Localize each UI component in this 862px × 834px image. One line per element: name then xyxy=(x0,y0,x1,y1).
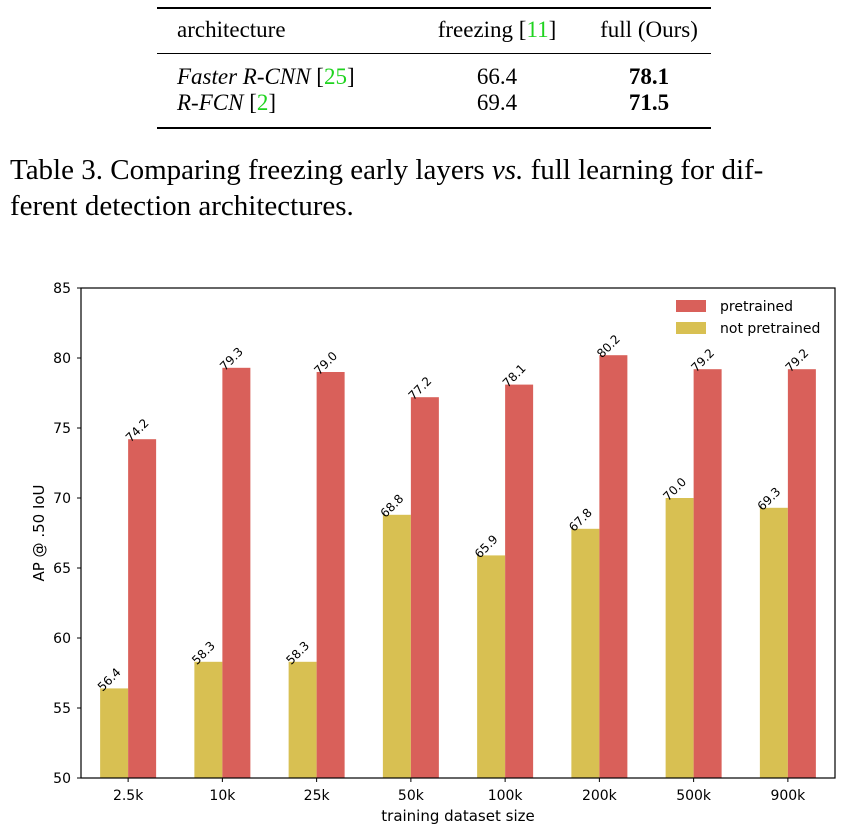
citation-link[interactable]: 2 xyxy=(256,90,269,115)
bar xyxy=(316,372,345,778)
x-tick-label: 900k xyxy=(770,788,806,804)
legend-label: not pretrained xyxy=(720,321,820,337)
y-tick-label: 75 xyxy=(53,421,71,437)
header-full-ours: full (Ours) xyxy=(600,17,698,42)
row-arch-cell: R-FCN [2] xyxy=(177,90,277,115)
plot-frame xyxy=(80,287,836,779)
legend-swatch xyxy=(676,300,706,312)
bar xyxy=(477,555,506,778)
legend-label: pretrained xyxy=(720,299,793,315)
bar xyxy=(787,369,816,778)
bar-chart: 56.474.22.5k58.379.310k58.379.025k68.877… xyxy=(30,281,836,825)
bar xyxy=(505,384,534,778)
citation-link[interactable]: 25 xyxy=(323,64,347,89)
caption-prefix: Table 3. Comparing freezing early layers xyxy=(10,154,492,186)
header-freezing: freezing [11] xyxy=(437,17,557,42)
y-tick-label: 50 xyxy=(53,771,71,787)
arch-name: R-FCN xyxy=(177,90,244,115)
y-tick-label: 80 xyxy=(53,351,71,367)
x-tick-label: 500k xyxy=(676,788,712,804)
bar xyxy=(100,688,129,778)
freezing-value: 69.4 xyxy=(476,90,518,115)
y-tick-label: 65 xyxy=(53,561,71,577)
header-freezing-label: freezing xyxy=(437,17,514,42)
full-value: 78.1 xyxy=(628,64,670,89)
bar xyxy=(194,661,223,778)
legend-swatch xyxy=(676,322,706,334)
bar xyxy=(288,661,317,778)
table-caption: Table 3. Comparing freezing early layers… xyxy=(10,152,855,224)
caption-suffix: full learning for dif- xyxy=(523,154,764,186)
bar xyxy=(571,528,600,778)
x-tick-label: 50k xyxy=(398,788,425,804)
header-architecture: architecture xyxy=(177,17,286,42)
bar xyxy=(759,507,788,778)
y-tick-label: 70 xyxy=(53,491,71,507)
bar xyxy=(599,355,628,778)
bar xyxy=(382,514,411,778)
x-axis-label: training dataset size xyxy=(381,807,534,825)
x-tick-label: 100k xyxy=(488,788,524,804)
y-tick-label: 55 xyxy=(53,701,71,717)
x-tick-label: 2.5k xyxy=(113,788,144,804)
caption-vs: vs. xyxy=(491,154,524,186)
arch-name: Faster R-CNN xyxy=(177,64,311,89)
row-arch-cell: Faster R-CNN [25] xyxy=(177,64,355,89)
x-tick-label: 25k xyxy=(304,788,331,804)
caption-line2: ferent detection architectures. xyxy=(10,190,354,222)
y-tick-label: 85 xyxy=(53,281,71,297)
y-tick-label: 60 xyxy=(53,631,71,647)
citation-link[interactable]: 11 xyxy=(526,17,549,42)
x-tick-label: 200k xyxy=(582,788,618,804)
x-tick-label: 10k xyxy=(209,788,236,804)
bar xyxy=(222,367,251,778)
freezing-value: 66.4 xyxy=(476,64,518,89)
bar xyxy=(410,397,439,778)
bar xyxy=(665,498,694,778)
full-value: 71.5 xyxy=(628,90,670,115)
table-top-rule xyxy=(157,7,711,9)
y-axis-label: AP @ .50 IoU xyxy=(30,484,48,581)
bar xyxy=(128,439,157,778)
bar xyxy=(693,369,722,778)
table-mid-rule xyxy=(157,53,711,54)
table-bottom-rule xyxy=(157,127,711,129)
